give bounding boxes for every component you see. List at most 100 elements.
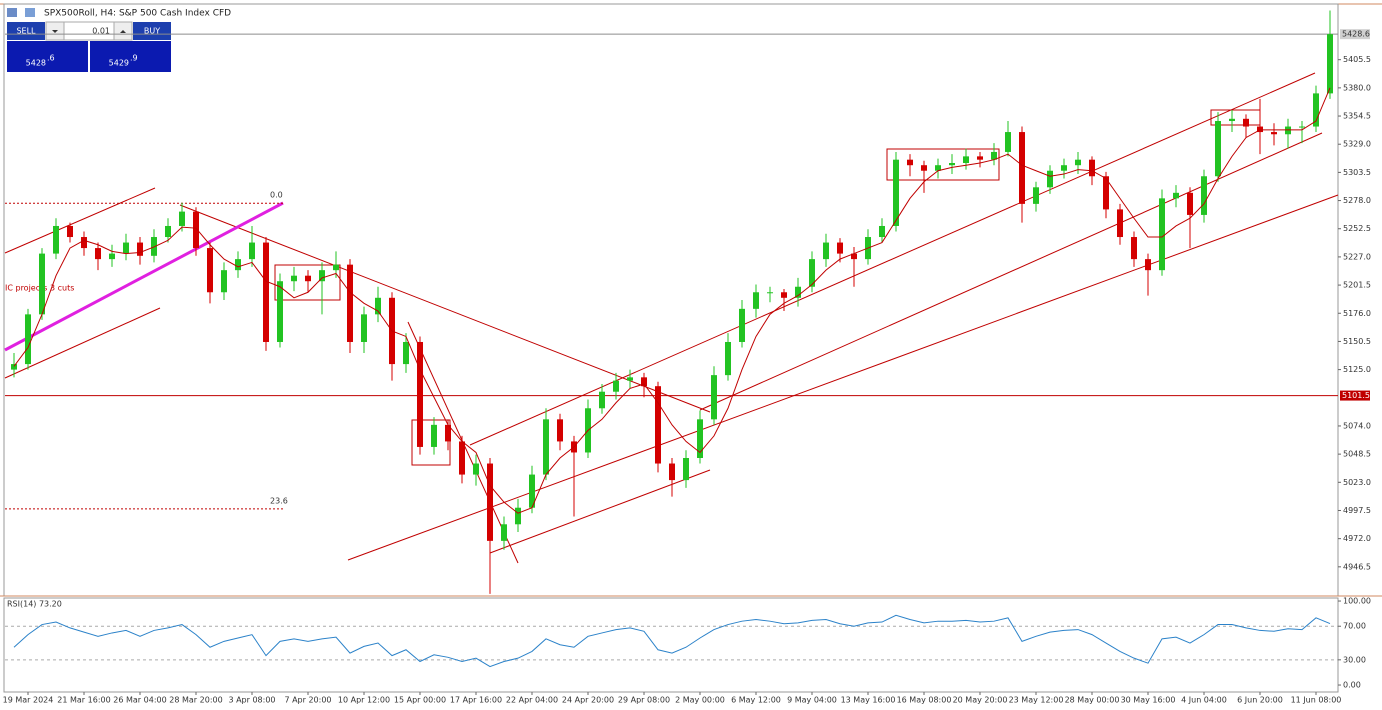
candle-body (515, 507, 521, 525)
y-tick-label: 5405.5 (1343, 55, 1371, 64)
candle-body (445, 424, 451, 442)
candle-body (249, 242, 255, 260)
rsi-line (13, 614, 1331, 668)
candle-body (767, 292, 773, 294)
ask-box[interactable] (90, 41, 171, 72)
candle-body (837, 242, 843, 254)
candle-body (1145, 259, 1151, 271)
x-tick-label: 19 Mar 2024 (3, 696, 54, 705)
candle-body (921, 165, 927, 171)
candle-body (291, 275, 297, 282)
candle-body (81, 237, 87, 249)
trend-line (4, 307, 161, 379)
sell-label: SELL (16, 27, 36, 36)
candle-body (95, 248, 101, 260)
sell-button[interactable] (7, 22, 45, 40)
arrow-up (120, 30, 126, 33)
candle-body (1061, 165, 1067, 171)
candle-body (697, 419, 703, 458)
y-tick-label: 5354.5 (1343, 112, 1371, 121)
candle-body (53, 225, 59, 254)
candle-body (711, 375, 717, 420)
x-tick-label: 26 Mar 04:00 (113, 696, 166, 705)
candle-body (473, 463, 479, 475)
candle-body (1103, 176, 1109, 210)
candle-body (655, 386, 661, 464)
candle-body (543, 419, 549, 475)
candle-body (347, 264, 353, 342)
candle-body (725, 341, 731, 376)
candle-body (263, 242, 269, 342)
level-label: 5101.5 (1342, 391, 1370, 400)
moving-average (13, 87, 1331, 514)
y-tick-label: 0.00 (1343, 681, 1361, 690)
y-tick-label: 5023.0 (1343, 478, 1371, 487)
candle-body (683, 457, 689, 481)
rsi-frame (3, 597, 1339, 693)
candle-body (109, 253, 115, 260)
candle-body (1257, 126, 1263, 133)
x-tick-label: 30 May 16:00 (1121, 696, 1176, 705)
y-tick-label: 70.00 (1343, 622, 1366, 631)
x-tick-label: 13 May 16:00 (841, 696, 896, 705)
y-tick-label: 5380.0 (1343, 83, 1371, 92)
ask-main: 5429 (109, 59, 129, 68)
range-box (886, 148, 1000, 181)
x-tick-label: 28 May 00:00 (1065, 696, 1120, 705)
rsi-title: RSI(14) 73.20 (7, 600, 62, 609)
x-tick-label: 17 Apr 16:00 (450, 696, 502, 705)
y-tick-label: 5329.0 (1343, 140, 1371, 149)
buy-button[interactable] (133, 22, 171, 40)
chart-title: SPX500Roll, H4: S&P 500 Cash Index CFD (44, 9, 231, 19)
candle-body (879, 225, 885, 238)
bid-box[interactable] (7, 41, 88, 72)
candle-body (949, 162, 955, 166)
y-tick-label: 30.00 (1343, 655, 1366, 664)
y-tick-label: 5074.0 (1343, 421, 1371, 430)
candle-body (1327, 34, 1333, 94)
candle-body (1159, 198, 1165, 271)
y-tick-label: 5227.0 (1343, 252, 1371, 261)
candle-body (431, 424, 437, 447)
candle-body (1173, 192, 1179, 199)
bid-label: 5428.6 (1342, 30, 1370, 39)
candle-body (1187, 192, 1193, 215)
candle-body (1299, 126, 1305, 128)
y-tick-label: 4972.0 (1343, 534, 1371, 543)
candle-body (39, 253, 45, 315)
candle-body (123, 242, 129, 254)
candle-body (823, 242, 829, 260)
candle-body (305, 275, 311, 282)
ask-frac: .9 (130, 54, 138, 63)
candle-body (1271, 132, 1277, 135)
buy-label: BUY (144, 27, 160, 36)
x-tick-label: 24 Apr 20:00 (562, 696, 614, 705)
candle-body (977, 156, 983, 160)
bid-main: 5428 (26, 59, 46, 68)
candle-body (137, 242, 143, 256)
x-tick-label: 9 May 04:00 (787, 696, 837, 705)
candle-body (613, 380, 619, 392)
x-tick-label: 21 Mar 16:00 (57, 696, 110, 705)
y-tick-label: 5176.0 (1343, 309, 1371, 318)
x-tick-label: 28 Mar 20:00 (169, 696, 222, 705)
y-tick-label: 4946.5 (1343, 562, 1371, 571)
trend-line (489, 469, 711, 554)
x-tick-label: 7 Apr 20:00 (284, 696, 331, 705)
candle-body (627, 377, 633, 381)
candle-body (221, 270, 227, 293)
candle-body (739, 308, 745, 342)
channel-line (347, 194, 1339, 561)
icon (7, 8, 17, 17)
fib-label: 23.6 (270, 496, 288, 505)
candle-body (1285, 126, 1291, 135)
arrow-down (52, 30, 58, 33)
x-tick-label: 16 May 08:00 (897, 696, 952, 705)
y-tick-label: 5150.5 (1343, 337, 1371, 346)
x-tick-label: 6 May 12:00 (731, 696, 781, 705)
candle-body (1215, 121, 1221, 177)
lot-value: 0.01 (92, 27, 110, 36)
candle-body (375, 297, 381, 315)
